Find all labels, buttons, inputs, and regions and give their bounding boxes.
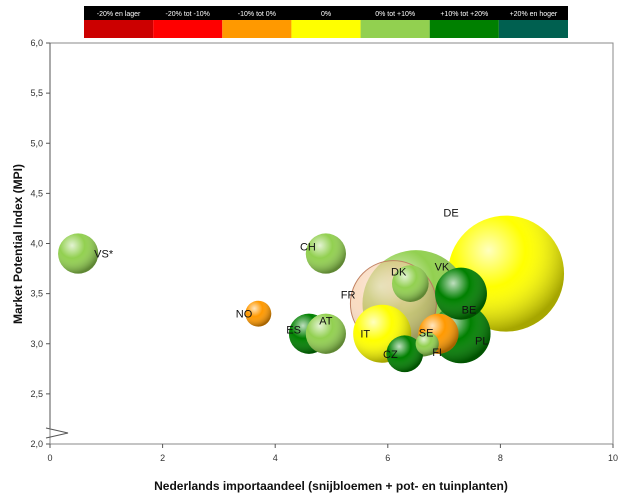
legend-swatch: [153, 20, 223, 38]
y-tick-label: 4,5: [30, 188, 43, 198]
bubble-label: VK: [435, 262, 450, 274]
x-tick-label: 6: [385, 453, 390, 463]
legend-label: 0% tot +10%: [375, 11, 415, 18]
x-tick-label: 0: [47, 453, 52, 463]
legend-swatch: [498, 20, 568, 38]
bubble-label: DE: [443, 208, 458, 220]
y-axis: 2,0 2,5 3,0 3,5 4,0 4,5 5,0 5,5 6,0: [30, 38, 69, 449]
legend-label: -10% tot 0%: [238, 11, 276, 18]
bubble-label: AT: [319, 316, 333, 328]
y-tick-label: 5,5: [30, 88, 43, 98]
legend-swatch: [291, 20, 361, 38]
bubble-label: CH: [300, 242, 316, 254]
legend: -20% en lager -20% tot -10% -10% tot 0% 0% 0…: [84, 6, 568, 38]
y-tick-label: 6,0: [30, 38, 43, 48]
bubble-label: PL: [475, 336, 488, 348]
bubble-shading: [415, 332, 439, 356]
bubble-label: ES: [286, 325, 301, 337]
y-tick-label: 3,5: [30, 289, 43, 299]
bubble-label: NO: [236, 309, 253, 321]
x-tick-label: 2: [160, 453, 165, 463]
bubble-label: IT: [360, 329, 370, 341]
y-axis-break: [45, 427, 69, 439]
x-tick-label: 8: [498, 453, 503, 463]
bubble-label: FI: [432, 347, 442, 359]
bubble-label: CZ: [383, 349, 398, 361]
bubble-shading: [245, 300, 272, 327]
bubble-shading: [305, 313, 346, 354]
y-axis-title: Market Potential Index (MPI): [11, 164, 25, 324]
x-axis-title: Nederlands importaandeel (snijbloemen + …: [154, 479, 508, 493]
bubble-shading: [391, 265, 429, 302]
y-tick-label: 2,5: [30, 389, 43, 399]
bubble-label: BE: [462, 305, 477, 317]
legend-label: +20% en hoger: [510, 11, 558, 18]
bubble-label: VS*: [94, 249, 114, 261]
y-tick-label: 5,0: [30, 138, 43, 148]
y-tick-label: 4,0: [30, 239, 43, 249]
legend-swatch: [84, 20, 154, 38]
bubble-label: DK: [391, 267, 407, 279]
legend-label: 0%: [321, 11, 331, 18]
y-tick-label: 2,0: [30, 439, 43, 449]
legend-swatch: [360, 20, 430, 38]
x-tick-label: 4: [273, 453, 278, 463]
legend-label: +10% tot +20%: [440, 11, 488, 18]
bubble-shading: [305, 233, 346, 274]
bubble-shading: [386, 335, 424, 373]
bubble-labels: VS* NO CH ES AT IT VK FR DK CZ SE FI BE PL DE: [94, 208, 488, 361]
legend-header: [84, 6, 568, 20]
x-tick-label: 10: [608, 453, 618, 463]
x-axis: 0 2 4 6 8 10: [47, 444, 618, 463]
y-tick-label: 3,0: [30, 339, 43, 349]
bubble-shading: [435, 267, 487, 320]
bubble-label: FR: [341, 290, 356, 302]
legend-swatch: [222, 20, 292, 38]
bubbles: [58, 215, 565, 373]
legend-label: -20% en lager: [97, 11, 141, 18]
bubble-shading: [58, 233, 99, 274]
legend-swatch: [429, 20, 499, 38]
bubble-label: SE: [419, 328, 434, 340]
legend-label: -20% tot -10%: [166, 11, 210, 18]
